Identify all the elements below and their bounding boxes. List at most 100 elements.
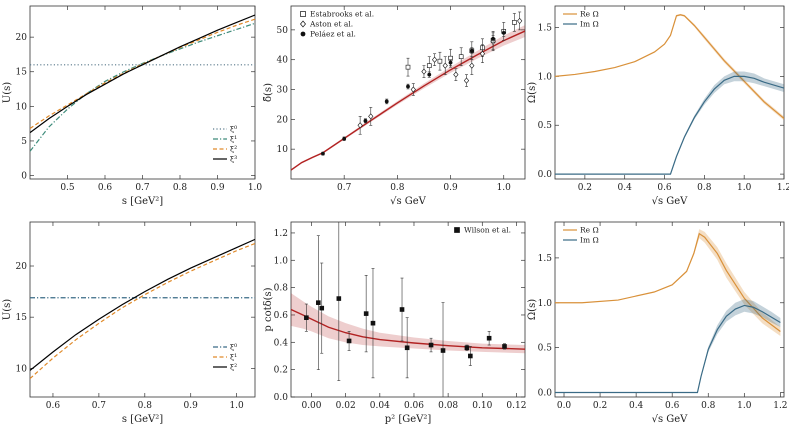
x-tick-label: 1.0: [737, 183, 752, 193]
data-point: [437, 58, 443, 64]
x-tick-label: 0.10: [472, 401, 492, 411]
x-tick-label: 0.8: [697, 183, 712, 193]
data-point: [448, 60, 453, 65]
x-tick-label: 1.0: [229, 401, 244, 411]
x-tick-label: 0.02: [336, 401, 356, 411]
x-axis-label: s [GeV²]: [122, 414, 163, 425]
data-point: [501, 30, 506, 35]
x-tick-label: 0.7: [92, 401, 107, 411]
chart-panel-top-left: 0.5 0.6 0.7 0.8 0.9 1.0 0 5 10 15 20 s [GeV²] U(s) ξ⁰…: [2, 5, 263, 207]
data-point: [404, 345, 410, 351]
x-tick-label: 0.4: [629, 401, 644, 411]
y-axis-label: U(s): [2, 82, 13, 103]
x-tick-label: 0.9: [210, 183, 225, 193]
plot-area: [555, 229, 781, 394]
data-point: [453, 71, 459, 78]
legend: Wilson et al.: [454, 226, 511, 235]
y-tick-label: 0.5: [538, 121, 553, 131]
x-tick-label: 0.9: [443, 183, 458, 193]
legend-entry: ξ²: [230, 145, 237, 154]
x-tick-label: 0.06: [404, 401, 424, 411]
x-tick-label: 1.0: [737, 401, 752, 411]
plot-frame: [554, 221, 785, 398]
y-tick-label: 0.4: [274, 338, 289, 348]
legend-entry: Im Ω: [580, 236, 599, 245]
data-point: [399, 307, 405, 312]
data-point: [405, 64, 411, 70]
data-point: [464, 345, 470, 351]
data-point: [357, 122, 363, 129]
plot-frame: [29, 5, 256, 180]
data-point: [336, 296, 342, 301]
x-axis-label: s [GeV²]: [122, 196, 163, 207]
data-point: [304, 315, 309, 321]
fit-uncertainty-band: [291, 293, 525, 354]
legend-marker: [300, 11, 306, 17]
y-tick-label: 10: [277, 145, 289, 155]
legend-entry: ξ¹: [230, 135, 237, 144]
legend-entry: ξ¹: [230, 353, 237, 362]
y-tick-label: 0.6: [274, 311, 289, 321]
y-tick-label: 20: [277, 115, 289, 125]
data-point: [384, 99, 389, 104]
y-axis-label: Ω(s): [527, 299, 538, 320]
y-tick-label: 1.0: [538, 72, 553, 82]
series-line-3: [30, 14, 255, 134]
y-tick-label: 1.5: [538, 254, 553, 264]
series-band-1: [555, 299, 781, 393]
y-tick-label: 0.5: [538, 344, 553, 354]
plot-frame: [290, 5, 526, 180]
series-line-1: [555, 75, 784, 175]
plot-area: [30, 238, 255, 380]
data-point: [368, 113, 374, 120]
x-tick-label: 0.08: [438, 401, 458, 411]
data-point: [406, 84, 410, 89]
fit-uncertainty-band: [291, 25, 525, 171]
data-point: [427, 72, 432, 77]
x-axis-label: √s GeV: [390, 196, 427, 207]
y-tick-label: 10: [16, 102, 28, 112]
chart-panel-top-right: 0.2 0.4 0.6 0.8 1.0 1.2 0.0 0.5 1.0 1.5 √s GeV Ω(s)…: [527, 5, 789, 207]
series-line-1: [30, 22, 255, 152]
x-tick-label: 0.8: [138, 401, 153, 411]
x-tick-label: 0.00: [301, 401, 321, 411]
data-point: [512, 20, 517, 25]
y-tick-label: 0.0: [538, 389, 553, 399]
chart-panel-bottom-middle: 0.00 0.02 0.04 0.06 0.08 0.10 0.12 0.0 0.2 0.4 0.6…: [263, 221, 526, 425]
data-point: [468, 353, 473, 359]
x-tick-label: 0.0: [557, 401, 572, 411]
legend: Re ΩIm Ω: [563, 226, 599, 245]
data-point: [428, 342, 434, 348]
data-point: [316, 300, 321, 305]
x-axis-label: p² [GeV²]: [385, 414, 432, 425]
plot-frame: [554, 5, 785, 180]
series-line-0: [555, 232, 781, 332]
data-point: [321, 151, 325, 156]
series-line-1: [30, 242, 255, 380]
data-point: [426, 63, 432, 68]
legend-entry: Peláez et al.: [310, 30, 356, 39]
series-line-1: [555, 304, 781, 394]
x-tick-label: 1.0: [248, 183, 263, 193]
legend-entry: Wilson et al.: [464, 226, 511, 235]
y-tick-label: 1.2: [274, 229, 288, 239]
data-point: [517, 17, 523, 24]
series-band-0: [555, 229, 781, 336]
data-point: [346, 338, 352, 344]
x-tick-label: 0.9: [184, 401, 199, 411]
y-tick-label: 1.5: [538, 24, 553, 34]
y-axis-label: p cotδ(s): [263, 287, 274, 331]
x-tick-label: 0.5: [60, 183, 75, 193]
data-point: [370, 320, 376, 326]
y-tick-label: 0.0: [274, 393, 289, 403]
x-axis-label: √s GeV: [652, 414, 689, 425]
data-point: [491, 36, 495, 41]
legend-entry: Aston et al.: [309, 20, 353, 29]
series-band-1: [555, 71, 784, 175]
legend-entry: ξ⁰: [230, 125, 237, 134]
y-tick-label: 1.0: [274, 256, 289, 266]
data-point: [463, 77, 470, 84]
